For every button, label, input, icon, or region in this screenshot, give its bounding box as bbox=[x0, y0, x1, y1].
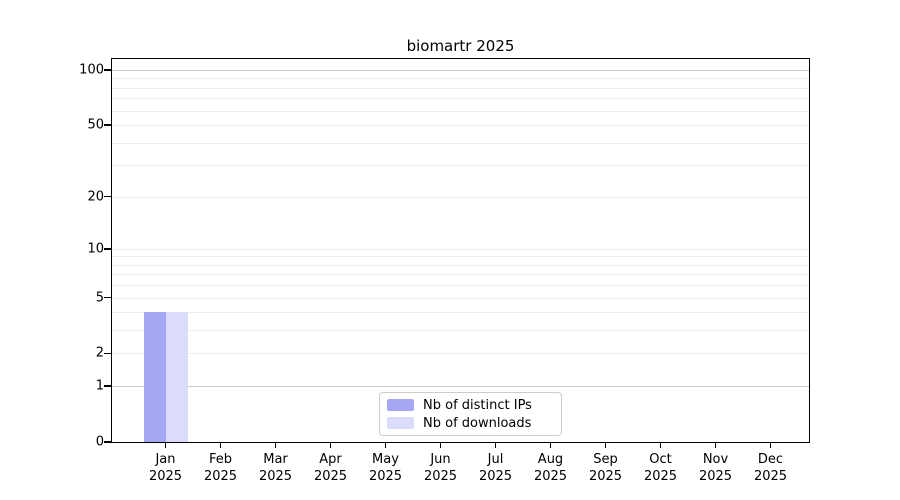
gridline-minor bbox=[112, 110, 809, 112]
gridline-major bbox=[112, 70, 809, 71]
gridline-minor bbox=[112, 142, 809, 144]
gridline-minor bbox=[112, 78, 809, 80]
y-axis-tick-label: 10 bbox=[87, 241, 104, 257]
x-tick-mark bbox=[604, 443, 607, 448]
x-axis-tick-label: Jan 2025 bbox=[148, 452, 183, 484]
gridline-minor bbox=[112, 248, 809, 250]
x-axis-tick-label: Dec 2025 bbox=[753, 452, 788, 484]
x-axis-tick-year: 2025 bbox=[533, 469, 568, 484]
y-axis-tick-label: 5 bbox=[95, 290, 104, 306]
chart-title: biomartr 2025 bbox=[406, 37, 515, 55]
y-tick-mark bbox=[104, 69, 111, 71]
y-tick-mark bbox=[104, 296, 111, 299]
gridline-minor bbox=[112, 274, 809, 276]
x-axis-tick-label: May 2025 bbox=[368, 452, 403, 484]
x-axis-tick-year: 2025 bbox=[588, 469, 623, 484]
gridline-minor bbox=[112, 285, 809, 287]
y-axis-tick-label: 100 bbox=[79, 62, 104, 78]
gridline-minor bbox=[112, 297, 809, 299]
gridline-minor bbox=[112, 353, 809, 355]
legend-label: Nb of distinct IPs bbox=[423, 397, 532, 413]
x-tick-mark bbox=[164, 443, 167, 448]
gridline-minor bbox=[112, 330, 809, 332]
y-tick-mark bbox=[104, 352, 111, 355]
x-axis-tick-year: 2025 bbox=[203, 469, 238, 484]
legend: Nb of distinct IPs Nb of downloads bbox=[379, 392, 562, 436]
gridline-major bbox=[112, 386, 809, 388]
x-axis-tick-year: 2025 bbox=[313, 469, 348, 484]
y-axis-tick-label: 20 bbox=[87, 189, 104, 205]
x-tick-mark bbox=[219, 443, 222, 448]
gridline-minor bbox=[112, 196, 809, 198]
gridline-minor bbox=[112, 98, 809, 100]
x-axis-tick-label: Aug 2025 bbox=[533, 452, 568, 484]
x-axis-tick-year: 2025 bbox=[258, 469, 293, 484]
gridline-minor bbox=[112, 256, 809, 258]
x-axis-tick-label: Sep 2025 bbox=[588, 452, 623, 484]
gridline-minor bbox=[112, 165, 809, 167]
y-tick-mark bbox=[104, 247, 111, 250]
x-axis-tick-label: Nov 2025 bbox=[698, 452, 733, 484]
x-tick-mark bbox=[439, 443, 442, 448]
x-tick-mark bbox=[274, 443, 277, 448]
gridline-minor bbox=[112, 312, 809, 314]
x-tick-mark bbox=[384, 443, 387, 448]
y-tick-mark bbox=[104, 124, 111, 126]
x-tick-mark bbox=[549, 443, 552, 448]
y-axis-tick-label: 0 bbox=[95, 434, 104, 450]
x-tick-mark bbox=[769, 443, 772, 448]
x-axis-tick-year: 2025 bbox=[478, 469, 513, 484]
legend-swatch-distinct-ips bbox=[387, 399, 414, 411]
x-axis-tick-year: 2025 bbox=[423, 469, 458, 484]
x-axis-tick-label: Feb 2025 bbox=[203, 452, 238, 484]
x-axis-tick-year: 2025 bbox=[368, 469, 403, 484]
x-axis-tick-label: Mar 2025 bbox=[258, 452, 293, 484]
y-axis-tick-label: 1 bbox=[95, 378, 104, 394]
legend-swatch-downloads bbox=[387, 417, 414, 429]
y-tick-mark bbox=[104, 385, 111, 387]
plot-area bbox=[112, 59, 809, 442]
y-axis-tick-label: 2 bbox=[95, 345, 104, 361]
x-tick-mark bbox=[329, 443, 332, 448]
y-tick-mark bbox=[104, 195, 111, 198]
x-axis-tick-label: Jul 2025 bbox=[478, 452, 513, 484]
x-axis-tick-label: Jun 2025 bbox=[423, 452, 458, 484]
x-tick-mark bbox=[659, 443, 662, 448]
x-axis-tick-label: Oct 2025 bbox=[643, 452, 678, 484]
bar-downloads bbox=[165, 312, 188, 442]
gridline-minor bbox=[112, 125, 809, 127]
gridline-minor bbox=[112, 87, 809, 89]
gridline-minor bbox=[112, 264, 809, 266]
x-axis-tick-year: 2025 bbox=[148, 469, 183, 484]
x-axis-tick-year: 2025 bbox=[753, 469, 788, 484]
legend-label: Nb of downloads bbox=[423, 415, 532, 431]
x-axis-tick-label: Apr 2025 bbox=[313, 452, 348, 484]
x-axis-tick-year: 2025 bbox=[643, 469, 678, 484]
y-axis-tick-label: 50 bbox=[87, 117, 104, 133]
bar-distinct-ips bbox=[143, 312, 166, 442]
x-tick-mark bbox=[714, 443, 717, 448]
legend-item: Nb of downloads bbox=[387, 416, 551, 431]
x-tick-mark bbox=[494, 443, 497, 448]
x-axis-tick-year: 2025 bbox=[698, 469, 733, 484]
y-tick-mark bbox=[104, 441, 111, 443]
legend-item: Nb of distinct IPs bbox=[387, 398, 551, 413]
